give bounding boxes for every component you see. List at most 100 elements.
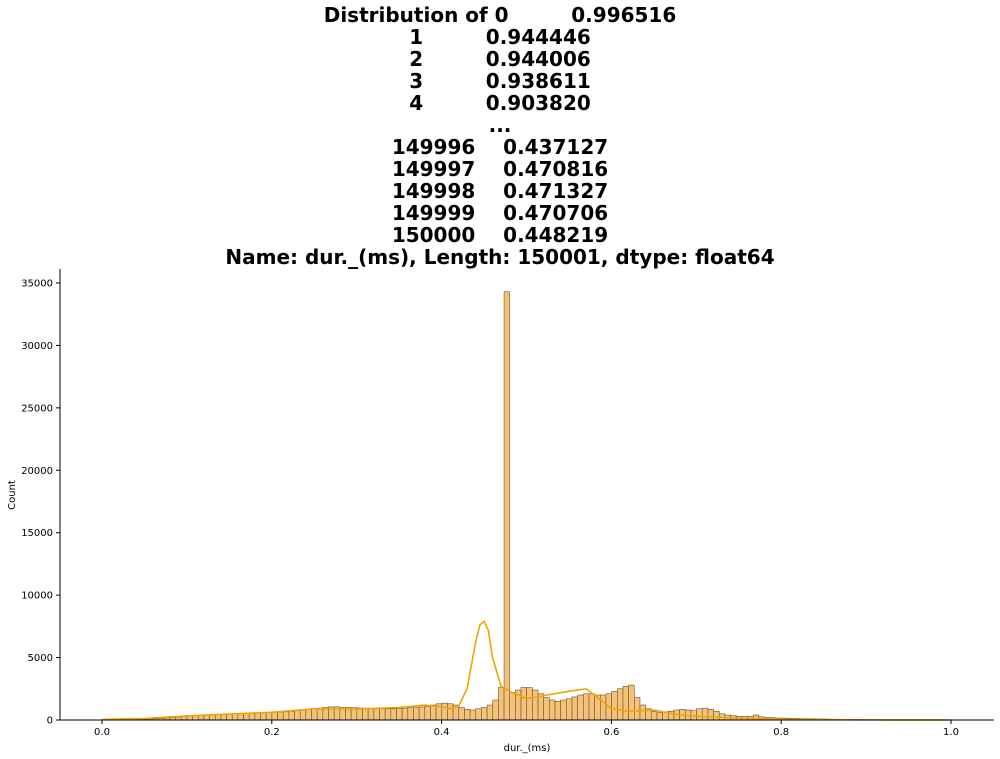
histogram-bar <box>650 710 658 721</box>
histogram-bar <box>226 713 233 721</box>
x-tick-label: 0.8 <box>773 727 789 738</box>
histogram-bar <box>611 690 618 721</box>
histogram-bar <box>464 709 471 721</box>
histogram-bar <box>560 699 567 721</box>
histogram-bar <box>282 711 290 721</box>
histogram-bar <box>316 707 324 721</box>
histogram-bar <box>418 706 426 721</box>
x-tick-label: 1.0 <box>943 727 959 738</box>
x-tick-label: 0.0 <box>94 727 110 738</box>
histogram-bar <box>237 713 244 721</box>
histogram-bar <box>571 696 578 721</box>
title-line: Name: dur._(ms), Length: 150001, dtype: … <box>225 245 775 269</box>
y-tick-label: 0 <box>47 716 53 727</box>
histogram-bar <box>407 707 414 721</box>
histogram-bar <box>390 708 397 721</box>
histogram-bar <box>214 714 222 721</box>
histogram-bar <box>707 709 714 721</box>
title-line: 2 0.944006 <box>409 47 591 71</box>
y-tick-label: 15000 <box>21 528 53 539</box>
histogram-bar <box>554 700 561 721</box>
histogram-bar <box>628 684 635 721</box>
histogram-bar <box>537 693 544 721</box>
histogram-bar <box>656 712 663 721</box>
title-line: 1 0.944446 <box>409 25 591 49</box>
x-tick-label: 0.6 <box>603 727 619 738</box>
kde-line <box>101 620 952 721</box>
histogram-bar <box>254 712 261 721</box>
histogram-bar <box>373 708 380 721</box>
histogram-bar <box>277 711 284 721</box>
x-axis-ticks: 0.0 0.2 0.4 0.6 0.8 1.0 <box>94 720 959 738</box>
histogram-bar <box>180 716 188 721</box>
histogram-bar <box>475 708 482 721</box>
title-line: Distribution of 0 0.996516 <box>323 3 677 27</box>
histogram-bar <box>231 713 239 721</box>
y-tick-label: 10000 <box>21 591 53 602</box>
histogram-bar <box>583 693 590 721</box>
histogram-bar <box>401 707 409 721</box>
y-tick-label: 20000 <box>21 466 53 477</box>
histogram-bar <box>498 687 505 721</box>
histogram-bar <box>424 705 431 721</box>
histogram-bar <box>532 689 539 721</box>
histogram-bar <box>441 702 448 721</box>
title-line: 149998 0.471327 <box>391 179 609 203</box>
histogram-bar <box>209 714 216 721</box>
histogram-bar <box>248 712 256 721</box>
y-tick-label: 35000 <box>21 279 53 290</box>
histogram-bar <box>503 291 511 721</box>
histogram-bar <box>299 709 307 721</box>
histogram-bar <box>486 704 494 721</box>
histogram-bar <box>634 697 641 721</box>
title-line: 3 0.938611 <box>409 69 591 93</box>
y-tick-label: 30000 <box>21 341 53 352</box>
x-axis-label: dur._(ms) <box>504 743 551 754</box>
histogram-bar <box>588 693 595 721</box>
histogram-bar <box>367 707 375 721</box>
histogram-bars <box>101 291 952 721</box>
histogram-bar <box>481 707 488 721</box>
histogram-bar <box>220 714 227 721</box>
histogram-bar <box>458 707 465 721</box>
x-tick-label: 0.4 <box>434 727 450 738</box>
histogram-bar <box>639 704 646 721</box>
histogram-bar <box>413 707 420 721</box>
y-tick-label: 5000 <box>28 653 53 664</box>
histogram-bar <box>243 713 250 721</box>
histogram-bar <box>713 710 720 721</box>
histogram-bar <box>311 708 318 721</box>
histogram-bar <box>622 685 629 721</box>
histogram-bar <box>294 710 301 721</box>
histogram-bar <box>520 687 528 721</box>
histogram-bar <box>430 704 437 721</box>
histogram-bar <box>696 708 703 721</box>
histogram-bar <box>701 707 709 721</box>
chart-title: Distribution of 0 0.996516 1 0.944446 2 0.… <box>0 4 1000 268</box>
histogram-bar <box>469 709 477 721</box>
histogram-bar <box>265 712 273 721</box>
histogram-bar <box>600 694 607 721</box>
histogram-bar <box>509 692 516 721</box>
histogram-bar <box>526 687 533 721</box>
histogram-bar <box>362 707 369 721</box>
histogram-bar <box>305 709 312 721</box>
histogram-bar <box>288 710 295 721</box>
title-line: 149999 0.470706 <box>391 201 609 225</box>
title-line: 149997 0.470816 <box>391 157 609 181</box>
title-line: 4 0.903820 <box>409 91 591 115</box>
y-axis-ticks: 0 5000 10000 15000 20000 25000 30000 35000 <box>21 279 60 727</box>
histogram-bar <box>492 699 499 721</box>
histogram-bar <box>617 688 624 721</box>
title-line: 150000 0.448219 <box>391 223 609 247</box>
histogram-bar <box>356 707 363 721</box>
histogram-bar <box>396 708 403 721</box>
histogram-bar <box>260 712 267 721</box>
histogram-bar <box>549 699 556 721</box>
histogram-bar <box>447 703 454 721</box>
histogram-bar <box>271 711 278 721</box>
y-tick-label: 25000 <box>21 403 53 414</box>
y-axis-label: Count <box>7 480 18 510</box>
histogram-bar <box>577 694 584 721</box>
